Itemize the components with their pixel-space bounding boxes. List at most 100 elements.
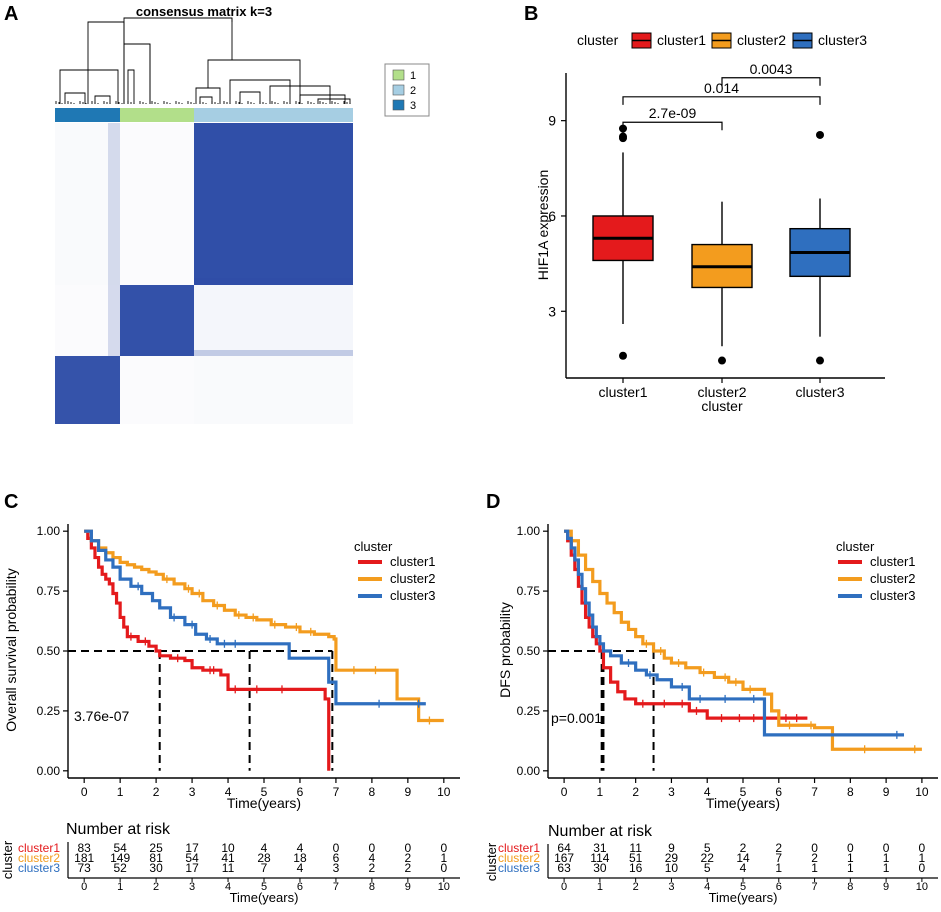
boxplot-panel: cluster cluster1 cluster2 cluster3 HIF1A… (535, 32, 885, 414)
risk-count-cluster1: 0 (440, 841, 447, 855)
km-dfs-legend-label-cluster2: cluster2 (870, 571, 916, 586)
risk-count-cluster1: 4 (261, 841, 268, 855)
risk-count-cluster1: 0 (405, 841, 412, 855)
risk-x-tick-label: 9 (405, 881, 411, 893)
risk-count-cluster2: 1 (440, 851, 447, 865)
risk-count-cluster3: 7 (261, 861, 268, 875)
risk-count-cluster1: 83 (78, 841, 92, 855)
km-x-tick-label: 8 (847, 785, 854, 799)
risk-count-cluster3: 1 (847, 861, 854, 875)
km-x-tick-label: 1 (597, 785, 604, 799)
km-x-tick-label: 2 (153, 785, 160, 799)
boxplot-comparison-label: 0.0043 (750, 61, 793, 77)
risk-count-cluster2: 22 (701, 851, 715, 865)
legend-label-cluster1: cluster1 (657, 32, 706, 48)
boxplot-comparison-label: 0.014 (704, 80, 739, 96)
risk-x-tick-label: 1 (117, 881, 123, 893)
heatmap-cell-2-2 (194, 123, 353, 285)
risk-count-cluster3: 2 (369, 861, 376, 875)
boxplot-comparison-label: 2.7e-09 (649, 105, 697, 121)
boxplot-outlier-cluster3 (816, 130, 824, 139)
km-dfs-legend-title: cluster (836, 539, 875, 554)
panel-label-c: C (4, 491, 18, 513)
annotation-segment-1 (120, 108, 194, 122)
dendrogram-branch (207, 59, 301, 104)
risk-row-label-cluster2: cluster2 (18, 851, 60, 865)
heatmap-cell-2-1 (120, 123, 194, 285)
boxplot-outlier-cluster2 (718, 356, 726, 365)
dendrogram-branch (64, 92, 86, 104)
km-x-tick-label: 9 (405, 785, 412, 799)
dendrogram-branch (127, 69, 135, 104)
risk-count-cluster2: 1 (847, 851, 854, 865)
km-dfs-legend-label-cluster3: cluster3 (870, 588, 916, 603)
risk-count-cluster3: 73 (78, 861, 92, 875)
risk-x-tick-label: 8 (847, 881, 853, 893)
boxplot-comparison-bracket (721, 77, 821, 86)
km-os-legend: cluster cluster1 cluster2 cluster3 (354, 539, 436, 603)
legend-swatch-3 (392, 99, 405, 111)
risk-count-cluster3: 0 (440, 861, 447, 875)
risk-count-cluster2: 149 (110, 851, 130, 865)
risk-count-cluster3: 63 (557, 861, 571, 875)
boxplot-comparison-bracket (622, 121, 723, 131)
boxplot-outlier-cluster3 (816, 356, 824, 365)
boxplot-x-tick-label: cluster3 (795, 384, 844, 400)
heatmap-cell-1-3 (55, 285, 120, 356)
risk-x-tick-label: 5 (740, 881, 746, 893)
km-dfs-legend-label-cluster1: cluster1 (870, 554, 916, 569)
dendrogram-branch (317, 98, 351, 104)
risk-count-cluster3: 52 (113, 861, 127, 875)
km-dfs-risk-title: Number at risk (548, 823, 653, 840)
km-dfs-legend: cluster cluster1 cluster2 cluster3 (836, 539, 916, 603)
dendrogram-branch (299, 94, 346, 104)
risk-count-cluster1: 54 (113, 841, 127, 855)
risk-count-cluster1: 10 (221, 841, 235, 855)
risk-count-cluster1: 11 (629, 841, 642, 855)
dendrogram (55, 17, 351, 104)
risk-x-tick-label: 1 (597, 881, 603, 893)
risk-count-cluster3: 16 (629, 861, 643, 875)
km-x-tick-label: 7 (333, 785, 340, 799)
km-x-tick-label: 5 (261, 785, 268, 799)
risk-x-tick-label: 6 (776, 881, 782, 893)
heatmap-cell-3-1 (120, 356, 194, 424)
risk-x-tick-label: 9 (883, 881, 889, 893)
km-curve-cluster1 (564, 529, 808, 720)
km-curve-cluster2 (564, 529, 922, 751)
risk-x-tick-label: 4 (704, 881, 710, 893)
boxplot-x-tick-label: cluster1 (598, 384, 647, 400)
risk-count-cluster2: 2 (405, 851, 412, 865)
km-x-tick-label: 10 (437, 785, 451, 799)
boxplot-x-label: cluster (701, 398, 743, 414)
risk-count-cluster3: 1 (811, 861, 818, 875)
risk-count-cluster2: 181 (74, 851, 94, 865)
risk-count-cluster1: 2 (740, 841, 747, 855)
annotation-segment-3 (55, 108, 120, 122)
risk-count-cluster3: 11 (222, 861, 235, 875)
legend-label-cluster3: cluster3 (818, 32, 867, 48)
risk-row-label-cluster2: cluster2 (498, 851, 540, 865)
km-curve-cluster3 (564, 529, 905, 737)
risk-x-tick-label: 2 (153, 881, 159, 893)
risk-count-cluster3: 0 (919, 861, 926, 875)
km-x-tick-label: 2 (632, 785, 639, 799)
risk-x-tick-label: 0 (81, 881, 87, 893)
risk-count-cluster2: 29 (665, 851, 679, 865)
km-dfs-y-label: DFS probability (497, 602, 513, 698)
risk-count-cluster2: 81 (149, 851, 163, 865)
km-x-tick-label: 4 (704, 785, 711, 799)
km-x-tick-label: 6 (297, 785, 304, 799)
km-os-plot-area: 0.00 0.25 0.50 0.75 1.00 0 1 2 3 4 5 6 7 8 9 10 (37, 524, 451, 799)
km-curve-cluster3 (84, 529, 426, 706)
heatmap-panel: consensus matrix k=3 1 2 3 (55, 4, 430, 424)
risk-row-label-cluster3: cluster3 (498, 861, 540, 875)
km-y-tick-label: 0.75 (517, 584, 541, 598)
risk-count-cluster1: 31 (593, 841, 607, 855)
risk-x-tick-label: 0 (561, 881, 567, 893)
km-dfs-pvalue: p=0.001 (551, 710, 602, 726)
km-x-tick-label: 4 (225, 785, 232, 799)
km-os-risk-x-label: Time(years) (230, 890, 299, 905)
